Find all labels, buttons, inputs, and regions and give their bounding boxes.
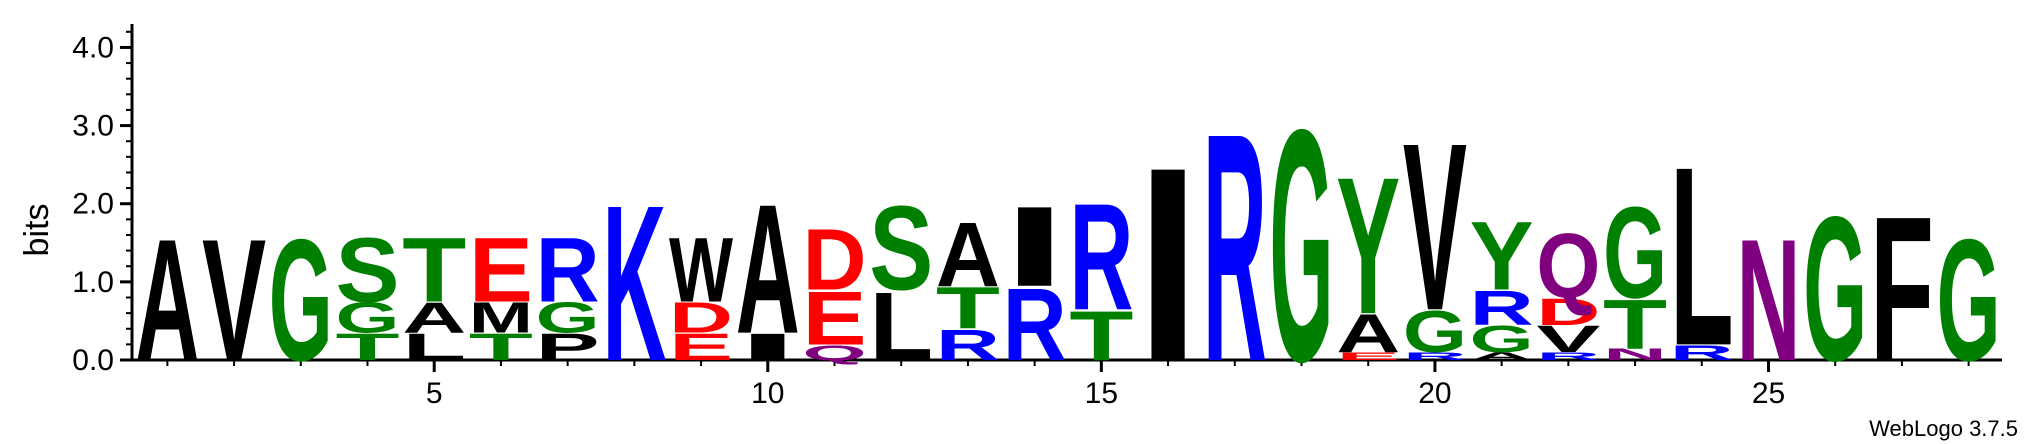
logo-letter-a: A [402, 293, 466, 341]
logo-letter-g: G [1403, 299, 1467, 365]
y-axis-label: bits [18, 204, 56, 257]
y-tick-label: 0.0 [72, 344, 114, 377]
logo-letter-y: Y [1336, 137, 1400, 355]
logo-letter-e: E [469, 218, 533, 321]
logo-letter-r: R [1403, 350, 1467, 362]
logo-letter-v: V [202, 203, 266, 397]
x-tick-label: 25 [1752, 377, 1785, 410]
logo-letter-r: R [536, 219, 600, 322]
logo-letter-w: W [669, 219, 734, 322]
logo-letter-r: R [1536, 350, 1600, 362]
y-axis: 0.0 1.0 2.0 3.0 4.0 [72, 24, 134, 377]
logo-letter-l: L [869, 272, 933, 381]
logo-letter-r: R [1003, 268, 1067, 383]
logo-letter-r: R [936, 321, 1000, 369]
logo-letter-d: D [802, 212, 866, 309]
logo-letter-v: V [1403, 93, 1467, 361]
x-axis: 5 10 15 20 25 [132, 358, 2002, 410]
logo-letter-y: Y [1470, 201, 1534, 311]
logo-letter-g: G [269, 203, 333, 397]
logo-letter-a: A [1470, 350, 1534, 362]
logo-letter-t: T [936, 276, 1000, 342]
logo-letter-g: G [1803, 175, 1867, 405]
y-tick-label: 3.0 [72, 110, 114, 143]
logo-letter-e: E [669, 326, 733, 368]
logo-letter-r: R [1069, 172, 1133, 342]
logo-letter-g: G [1470, 318, 1534, 361]
logo-letter-a: A [736, 166, 800, 372]
logo-letter-a: A [1336, 303, 1400, 364]
logo-letter-p: P [536, 326, 600, 368]
logo-letter-s: S [869, 182, 933, 315]
logo-letter-i: I [1136, 109, 1200, 419]
logo-letter-l: L [1670, 114, 1734, 399]
logo-letter-d: D [1536, 291, 1600, 333]
logo-letter-m: M [469, 294, 533, 343]
x-tick-label: 20 [1418, 377, 1451, 410]
logo-letter-d: D [669, 293, 733, 341]
logo-letter-l: L [402, 326, 466, 368]
logo-letter-t: T [402, 218, 466, 321]
logo-letter-r: R [1670, 340, 1734, 364]
x-tick-label: 5 [426, 377, 443, 410]
logo-letter-v: V [1536, 318, 1600, 360]
logo-letter-t: T [469, 326, 533, 368]
logo-letter-g: G [335, 293, 399, 342]
logo-letter-n: N [1736, 204, 1800, 398]
logo-letter-q: Q [802, 341, 866, 365]
logo-letter-i: I [1003, 182, 1067, 310]
logo-letter-e: E [802, 277, 866, 361]
logo-letter-a: A [135, 204, 199, 398]
logo-letter-a: A [936, 203, 1000, 306]
y-tick-label: 4.0 [72, 31, 114, 64]
y-tick-label: 2.0 [72, 188, 114, 221]
x-tick-label: 15 [1085, 377, 1118, 410]
logo-letter-k: K [602, 159, 666, 407]
logo-letter-s: S [335, 218, 399, 321]
weblogo-credit: WebLogo 3.7.5 [1869, 416, 2018, 441]
logo-letter-g: G [1937, 203, 2001, 397]
x-tick-label: 10 [751, 377, 784, 410]
logo-letter-r: R [1203, 65, 1267, 429]
logo-letter-t: T [1069, 296, 1133, 375]
logo-letter-i: I [736, 326, 800, 368]
logo-letter-e: E [1336, 350, 1400, 362]
logo-letter-g: G [1603, 180, 1667, 326]
logo-letter-t: T [1603, 284, 1667, 363]
logo-letter-q: Q [1536, 214, 1600, 317]
y-tick-label: 1.0 [72, 266, 114, 299]
logo-letter-f: F [1870, 173, 1934, 404]
logo-letter-t: T [335, 326, 399, 368]
logo-letter-n: N [1603, 345, 1667, 363]
logo-letter-r: R [1470, 281, 1534, 336]
logo-letter-g: G [536, 293, 600, 342]
logo-letter-g: G [1269, 62, 1333, 431]
